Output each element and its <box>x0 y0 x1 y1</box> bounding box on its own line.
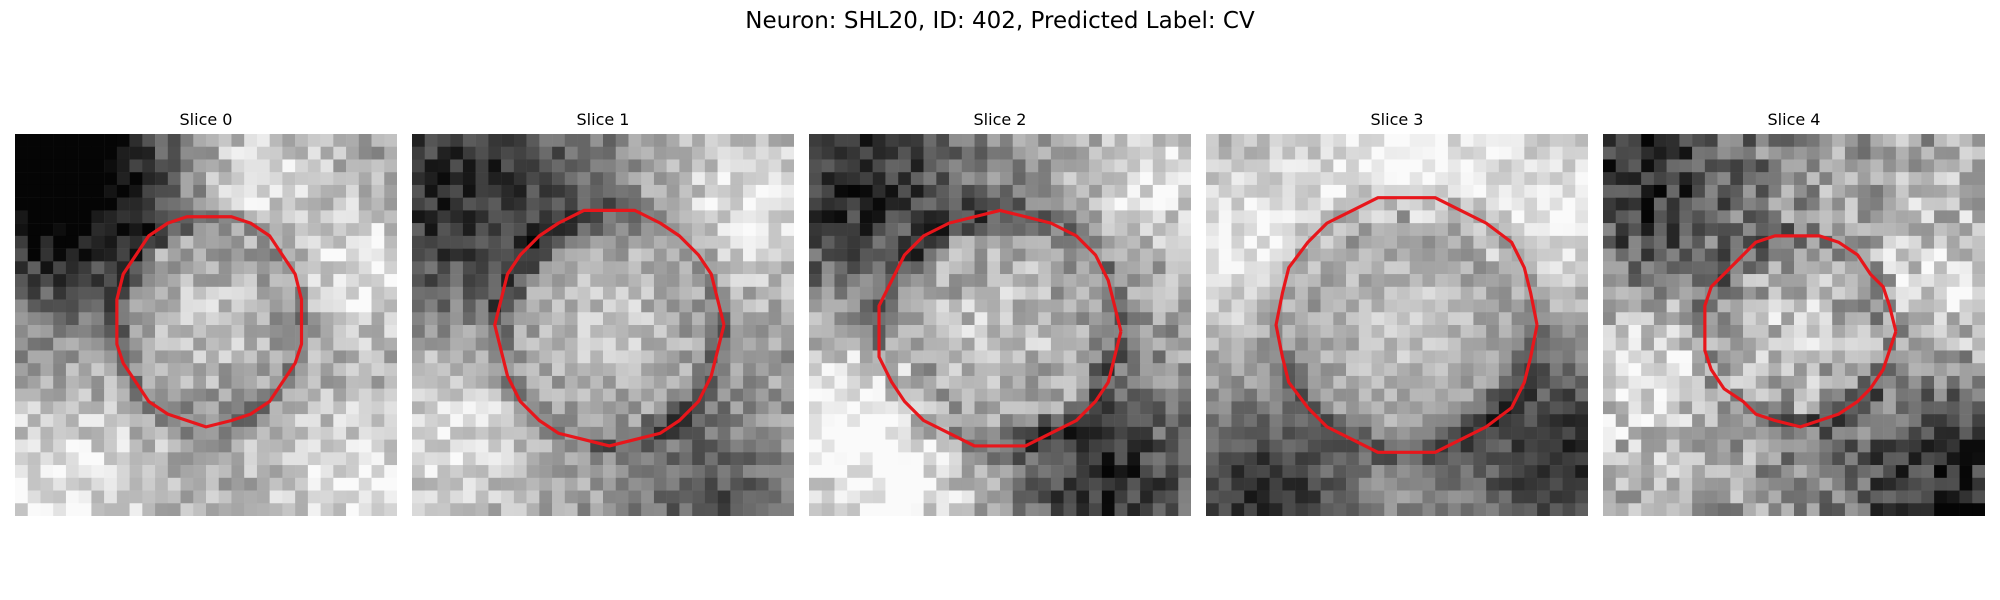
slice-title: Slice 1 <box>576 110 630 129</box>
slice-image <box>412 134 794 516</box>
slice-title: Slice 4 <box>1767 110 1821 129</box>
slice-title: Slice 0 <box>179 110 233 129</box>
slice-image <box>809 134 1191 516</box>
cell-contour <box>493 208 726 448</box>
slice-title: Slice 3 <box>1370 110 1424 129</box>
slice-title: Slice 2 <box>973 110 1027 129</box>
cell-contour <box>1274 196 1539 454</box>
slice-image <box>1206 134 1588 516</box>
cell-contour <box>877 208 1123 448</box>
slice-image <box>15 134 397 516</box>
cell-contour <box>1703 234 1898 429</box>
slice-image <box>1603 134 1985 516</box>
figure-title: Neuron: SHL20, ID: 402, Predicted Label:… <box>745 8 1255 34</box>
cell-contour <box>115 215 304 429</box>
